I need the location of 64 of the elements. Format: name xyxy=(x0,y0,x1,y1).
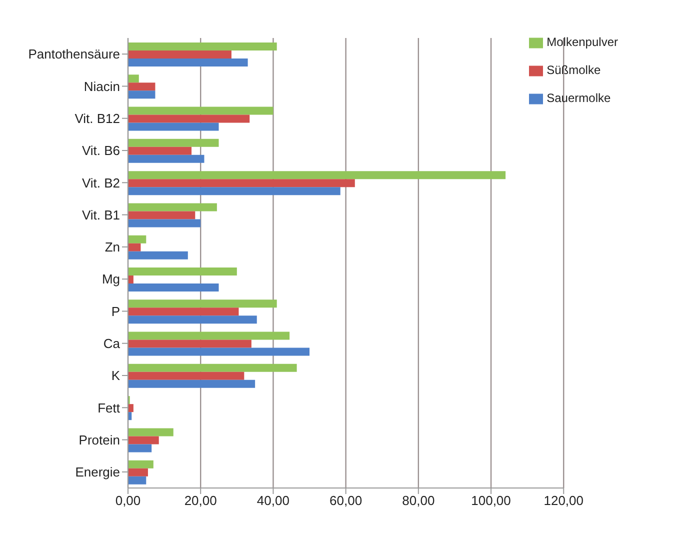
bar xyxy=(128,251,188,260)
y-tick-label: Vit. B1 xyxy=(82,207,120,222)
y-tick-label: Fett xyxy=(98,400,120,416)
bar xyxy=(128,300,277,308)
x-tick-label: 40,00 xyxy=(256,493,290,508)
bar xyxy=(128,404,134,412)
y-tick-label: Energie xyxy=(75,464,120,480)
x-tick-label: 0,00 xyxy=(115,493,141,508)
bar xyxy=(128,154,204,163)
bar xyxy=(128,219,201,228)
bar xyxy=(128,364,297,372)
x-tick-label: 20,00 xyxy=(184,493,217,508)
bar xyxy=(128,138,219,147)
y-tick-label: Mg xyxy=(102,272,120,287)
y-tick-label: Protein xyxy=(78,432,120,448)
bar xyxy=(128,460,154,468)
bar xyxy=(128,372,244,380)
bar xyxy=(128,106,274,115)
bar xyxy=(128,428,174,436)
y-tick-label: Zn xyxy=(104,240,120,255)
x-tick-label: 120,00 xyxy=(544,493,584,508)
bar xyxy=(128,243,141,252)
bar xyxy=(128,380,256,388)
bar xyxy=(128,340,252,348)
x-tick-label: 60,00 xyxy=(330,493,362,508)
bar xyxy=(128,146,192,155)
bar xyxy=(128,58,248,66)
bar xyxy=(128,187,340,196)
y-tick-label: Niacin xyxy=(84,78,120,94)
bar xyxy=(128,90,156,99)
y-tick-label: Vit. B12 xyxy=(74,110,120,126)
bar xyxy=(128,122,219,131)
bar xyxy=(128,171,506,180)
bar xyxy=(128,203,217,212)
bar xyxy=(128,179,355,188)
bar xyxy=(128,308,239,316)
bar xyxy=(128,235,146,244)
y-tick-label: Vit. B6 xyxy=(82,143,120,158)
bar xyxy=(128,476,146,484)
y-tick-label: P xyxy=(111,304,120,319)
x-tick-label: 100,00 xyxy=(471,493,511,508)
bar xyxy=(128,50,232,58)
y-tick-label: Vit. B2 xyxy=(82,175,120,190)
y-tick-label: K xyxy=(111,368,120,384)
x-tick-label: 80,00 xyxy=(402,493,435,508)
bar xyxy=(128,436,159,444)
bar xyxy=(128,114,250,123)
bar xyxy=(128,276,134,284)
bar xyxy=(128,82,156,91)
bar xyxy=(128,444,152,452)
y-tick-label: Pantothensäure xyxy=(28,46,120,62)
bar xyxy=(128,211,196,220)
legend-label: Sauermolke xyxy=(546,91,611,105)
y-tick-label: Ca xyxy=(103,336,121,351)
legend-label: Süßmolke xyxy=(546,63,601,77)
bar xyxy=(128,332,290,340)
bar xyxy=(128,468,148,476)
bar xyxy=(128,268,237,276)
bar xyxy=(128,42,277,50)
legend-label: Molkenpulver xyxy=(546,35,618,49)
bar xyxy=(128,284,219,292)
bar xyxy=(128,74,139,83)
bar xyxy=(128,316,257,324)
bar xyxy=(128,348,310,356)
